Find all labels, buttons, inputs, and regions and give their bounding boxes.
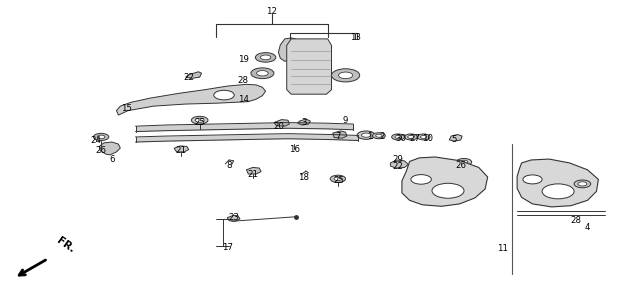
Circle shape	[330, 175, 346, 182]
Text: 10: 10	[422, 134, 433, 143]
Circle shape	[251, 68, 274, 79]
Text: 21: 21	[175, 146, 186, 155]
Text: 20: 20	[273, 122, 284, 131]
Circle shape	[456, 158, 472, 166]
Text: 29: 29	[393, 155, 403, 164]
Text: 2: 2	[380, 132, 385, 141]
Polygon shape	[517, 159, 598, 207]
Polygon shape	[99, 142, 120, 155]
Circle shape	[417, 134, 430, 140]
Text: 28: 28	[570, 216, 582, 225]
Text: 24: 24	[90, 136, 102, 145]
Text: 30: 30	[396, 134, 407, 143]
Text: 13: 13	[349, 33, 361, 42]
Polygon shape	[390, 160, 408, 168]
Text: 27: 27	[409, 134, 420, 143]
Text: 25: 25	[194, 118, 205, 127]
Text: 16: 16	[289, 145, 300, 154]
Text: 14: 14	[237, 95, 249, 104]
Text: 22: 22	[392, 162, 404, 171]
Text: 8: 8	[227, 161, 232, 170]
Text: 11: 11	[497, 244, 508, 253]
Circle shape	[334, 177, 342, 181]
Polygon shape	[449, 135, 462, 141]
Circle shape	[339, 72, 353, 79]
Circle shape	[408, 135, 414, 138]
Text: 12: 12	[266, 7, 278, 16]
Circle shape	[376, 134, 382, 137]
Text: 5: 5	[452, 135, 457, 144]
Text: 6: 6	[109, 155, 115, 164]
Polygon shape	[174, 146, 189, 152]
Text: 3: 3	[301, 118, 307, 127]
Text: 15: 15	[121, 104, 132, 113]
Text: 19: 19	[238, 55, 248, 64]
Circle shape	[257, 71, 268, 76]
Text: 28: 28	[237, 76, 249, 85]
Circle shape	[372, 133, 385, 139]
Circle shape	[332, 69, 360, 82]
Text: 7: 7	[335, 132, 340, 141]
Circle shape	[523, 175, 542, 184]
Polygon shape	[278, 38, 298, 61]
Text: 1: 1	[367, 132, 372, 141]
Text: FR.: FR.	[54, 235, 76, 255]
Text: 26: 26	[95, 147, 107, 155]
Polygon shape	[186, 72, 202, 78]
Circle shape	[574, 180, 591, 188]
Circle shape	[97, 135, 105, 139]
Polygon shape	[402, 157, 488, 206]
Circle shape	[195, 118, 204, 122]
Text: 18: 18	[298, 173, 310, 181]
Circle shape	[255, 53, 276, 62]
Circle shape	[420, 135, 427, 138]
Text: 17: 17	[221, 243, 233, 252]
Polygon shape	[227, 215, 240, 221]
Circle shape	[395, 135, 401, 138]
Circle shape	[411, 175, 431, 184]
Circle shape	[392, 134, 404, 140]
Circle shape	[460, 160, 468, 164]
Text: 22: 22	[183, 73, 195, 82]
Circle shape	[362, 133, 371, 137]
Circle shape	[357, 131, 375, 139]
Polygon shape	[333, 131, 347, 138]
Text: 25: 25	[333, 176, 345, 185]
Circle shape	[191, 116, 208, 124]
Text: 9: 9	[343, 116, 348, 125]
Text: 26: 26	[455, 161, 467, 170]
Polygon shape	[287, 39, 332, 94]
Polygon shape	[116, 84, 266, 115]
Text: 21: 21	[247, 170, 259, 179]
Circle shape	[260, 55, 271, 60]
Text: 4: 4	[585, 223, 590, 232]
Polygon shape	[246, 167, 261, 174]
Polygon shape	[274, 120, 289, 126]
Circle shape	[404, 134, 417, 140]
Circle shape	[542, 184, 574, 199]
Circle shape	[432, 183, 464, 198]
Text: 12: 12	[50, 255, 52, 256]
Text: 23: 23	[228, 213, 239, 222]
Circle shape	[93, 133, 109, 141]
Circle shape	[578, 182, 587, 186]
Polygon shape	[298, 119, 310, 125]
Circle shape	[214, 90, 234, 100]
